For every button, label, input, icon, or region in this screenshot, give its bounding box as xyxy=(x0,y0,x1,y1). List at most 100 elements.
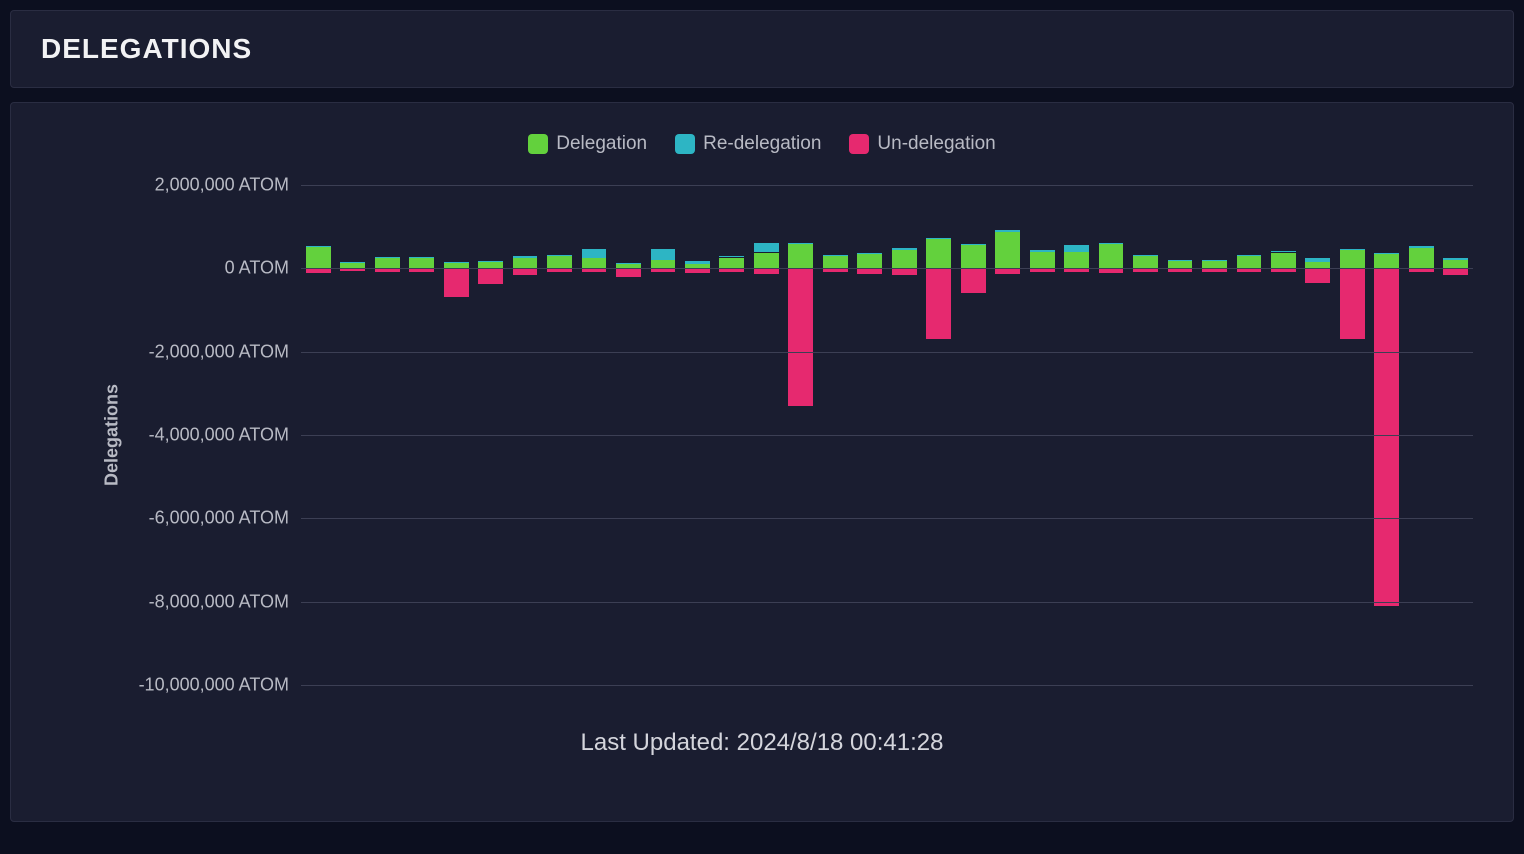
bar-segment-delegation xyxy=(1374,254,1399,269)
legend-label: Delegation xyxy=(556,133,647,155)
bar-segment-redelegation xyxy=(1237,255,1262,256)
bar-segment-undelegation xyxy=(1340,268,1365,339)
bar-segment-delegation xyxy=(547,256,572,269)
bar-segment-redelegation xyxy=(651,249,676,260)
bar-segment-redelegation xyxy=(1099,243,1124,244)
gridline xyxy=(301,268,1473,269)
bar-segment-undelegation xyxy=(926,268,951,339)
y-axis-labels: 2,000,000 ATOM0 ATOM-2,000,000 ATOM-4,00… xyxy=(101,185,301,685)
y-tick-label: -10,000,000 ATOM xyxy=(139,675,289,696)
bar-segment-redelegation xyxy=(1340,249,1365,250)
bar-segment-delegation xyxy=(1202,261,1227,269)
bar-segment-redelegation xyxy=(926,238,951,239)
page-root: DELEGATIONS Delegation Re-delegation Un-de… xyxy=(0,0,1524,854)
legend-item[interactable]: Delegation xyxy=(528,133,647,155)
bar-segment-redelegation xyxy=(788,243,813,245)
bar-segment-redelegation xyxy=(1409,246,1434,247)
chart-body: Delegations 2,000,000 ATOM0 ATOM-2,000,0… xyxy=(101,185,1493,685)
bar-segment-undelegation xyxy=(1374,268,1399,606)
bar-segment-redelegation xyxy=(478,261,503,262)
bar-segment-redelegation xyxy=(1030,250,1055,251)
bar-segment-redelegation xyxy=(1202,260,1227,261)
gridline xyxy=(301,435,1473,436)
bar-segment-undelegation xyxy=(616,268,641,276)
legend-item[interactable]: Un-delegation xyxy=(849,133,995,155)
bar-segment-delegation xyxy=(1099,244,1124,268)
bar-segment-redelegation xyxy=(375,257,400,258)
legend-swatch xyxy=(849,134,869,154)
bar-segment-delegation xyxy=(823,256,848,269)
bar-segment-redelegation xyxy=(547,255,572,256)
bar-segment-undelegation xyxy=(478,268,503,283)
bar-segment-redelegation xyxy=(409,257,434,258)
bar-segment-redelegation xyxy=(754,243,779,252)
y-tick-label: 2,000,000 ATOM xyxy=(155,175,289,196)
bar-segment-redelegation xyxy=(306,246,331,247)
gridline xyxy=(301,518,1473,519)
bar-segment-redelegation xyxy=(444,262,469,263)
chart-panel: Delegation Re-delegation Un-delegation Del… xyxy=(10,102,1514,822)
gridline xyxy=(301,602,1473,603)
bar-segment-redelegation xyxy=(1374,253,1399,254)
bar-segment-undelegation xyxy=(444,268,469,296)
bar-segment-redelegation xyxy=(513,256,538,257)
bar-segment-redelegation xyxy=(340,262,365,264)
bar-segment-delegation xyxy=(1409,248,1434,269)
header-panel: DELEGATIONS xyxy=(10,10,1514,88)
legend-label: Un-delegation xyxy=(877,133,995,155)
bar-segment-delegation xyxy=(1443,260,1468,269)
last-updated-text: Last Updated: 2024/8/18 00:41:28 xyxy=(31,729,1493,757)
bar-segment-redelegation xyxy=(892,248,917,249)
bar-segment-delegation xyxy=(995,232,1020,269)
bar-segment-redelegation xyxy=(857,253,882,254)
bar-segment-delegation xyxy=(788,244,813,268)
bar-segment-delegation xyxy=(1340,250,1365,268)
bar-segment-redelegation xyxy=(616,263,641,264)
bar-segment-delegation xyxy=(1305,262,1330,269)
bar-segment-delegation xyxy=(409,258,434,268)
bar-segment-delegation xyxy=(513,258,538,269)
bar-segment-redelegation xyxy=(995,230,1020,231)
bar-segment-redelegation xyxy=(1305,258,1330,262)
bar-segment-delegation xyxy=(1237,256,1262,269)
bar-segment-redelegation xyxy=(1271,251,1296,253)
bar-segment-delegation xyxy=(1168,261,1193,269)
bar-segment-undelegation xyxy=(961,268,986,293)
legend-label: Re-delegation xyxy=(703,133,821,155)
bar-segment-delegation xyxy=(306,247,331,269)
plot-area xyxy=(301,185,1473,685)
bar-segment-delegation xyxy=(1271,253,1296,269)
bar-segment-delegation xyxy=(719,258,744,269)
bar-segment-redelegation xyxy=(582,249,607,258)
bar-segment-delegation xyxy=(857,254,882,268)
bar-segment-delegation xyxy=(892,250,917,269)
y-tick-label: -2,000,000 ATOM xyxy=(149,341,289,362)
bar-segment-redelegation xyxy=(1443,258,1468,259)
bar-segment-delegation xyxy=(651,260,676,268)
bar-segment-redelegation xyxy=(719,256,744,258)
bar-segment-delegation xyxy=(1133,256,1158,269)
bar-segment-redelegation xyxy=(1064,245,1089,251)
bar-segment-delegation xyxy=(754,253,779,269)
bar-segment-redelegation xyxy=(823,255,848,256)
legend-item[interactable]: Re-delegation xyxy=(675,133,821,155)
bar-segment-redelegation xyxy=(1168,260,1193,261)
y-tick-label: -4,000,000 ATOM xyxy=(149,425,289,446)
bar-segment-delegation xyxy=(1064,252,1089,269)
y-tick-label: -6,000,000 ATOM xyxy=(149,508,289,529)
gridline xyxy=(301,185,1473,186)
bar-segment-redelegation xyxy=(1133,255,1158,256)
legend-swatch xyxy=(528,134,548,154)
legend-swatch xyxy=(675,134,695,154)
gridline xyxy=(301,685,1473,686)
bar-segment-delegation xyxy=(582,258,607,268)
y-tick-label: 0 ATOM xyxy=(225,258,289,279)
bar-segment-redelegation xyxy=(685,261,710,264)
y-tick-label: -8,000,000 ATOM xyxy=(149,591,289,612)
bar-segment-redelegation xyxy=(961,244,986,245)
bar-segment-delegation xyxy=(375,258,400,269)
gridline xyxy=(301,352,1473,353)
chart-legend: Delegation Re-delegation Un-delegation xyxy=(31,133,1493,155)
bar-segment-delegation xyxy=(961,245,986,268)
page-title: DELEGATIONS xyxy=(41,33,1483,65)
